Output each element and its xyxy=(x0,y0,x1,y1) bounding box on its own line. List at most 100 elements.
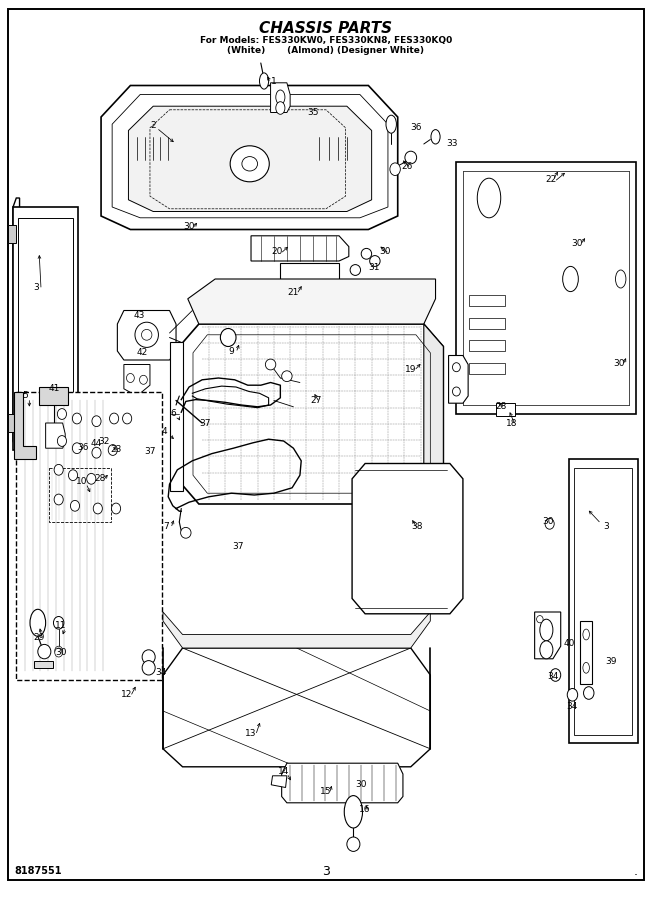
Ellipse shape xyxy=(181,527,191,538)
Ellipse shape xyxy=(93,503,102,514)
Ellipse shape xyxy=(344,796,363,828)
Bar xyxy=(469,295,505,306)
Ellipse shape xyxy=(259,73,269,89)
Polygon shape xyxy=(16,392,162,680)
Text: 30: 30 xyxy=(542,518,554,526)
Polygon shape xyxy=(14,392,36,459)
Ellipse shape xyxy=(282,371,292,382)
Ellipse shape xyxy=(350,265,361,275)
Text: 3: 3 xyxy=(322,865,330,878)
Text: 34: 34 xyxy=(155,668,167,677)
Ellipse shape xyxy=(108,445,117,455)
Text: CHASSIS PARTS: CHASSIS PARTS xyxy=(259,22,393,36)
Ellipse shape xyxy=(583,662,589,673)
Text: 14: 14 xyxy=(278,767,289,776)
Ellipse shape xyxy=(431,130,440,144)
Text: 21: 21 xyxy=(288,288,299,297)
Text: 32: 32 xyxy=(98,436,110,446)
Ellipse shape xyxy=(140,375,147,384)
Polygon shape xyxy=(535,612,561,659)
Text: 11: 11 xyxy=(55,621,67,630)
Polygon shape xyxy=(271,776,287,788)
Polygon shape xyxy=(569,459,638,742)
Ellipse shape xyxy=(540,641,553,659)
Ellipse shape xyxy=(452,387,460,396)
Ellipse shape xyxy=(92,447,101,458)
Polygon shape xyxy=(39,387,68,405)
Ellipse shape xyxy=(57,436,67,446)
Text: 5: 5 xyxy=(22,392,27,400)
Ellipse shape xyxy=(68,470,78,481)
Text: 9: 9 xyxy=(229,346,234,356)
Ellipse shape xyxy=(54,494,63,505)
Text: 34: 34 xyxy=(547,672,559,681)
Ellipse shape xyxy=(126,374,134,382)
Text: 30: 30 xyxy=(614,359,625,368)
Polygon shape xyxy=(8,225,16,243)
Polygon shape xyxy=(46,423,65,448)
Ellipse shape xyxy=(361,248,372,259)
Bar xyxy=(469,318,505,328)
Ellipse shape xyxy=(30,609,46,636)
Ellipse shape xyxy=(38,644,51,659)
Ellipse shape xyxy=(583,629,589,640)
Text: 34: 34 xyxy=(567,702,578,711)
Ellipse shape xyxy=(123,413,132,424)
Ellipse shape xyxy=(142,650,155,664)
Text: 36: 36 xyxy=(78,443,89,452)
Ellipse shape xyxy=(55,646,63,655)
Ellipse shape xyxy=(53,616,64,629)
Ellipse shape xyxy=(615,270,626,288)
Text: 3: 3 xyxy=(33,284,38,292)
Text: 22: 22 xyxy=(545,176,557,184)
Polygon shape xyxy=(251,236,349,261)
Polygon shape xyxy=(179,324,443,504)
Text: 19: 19 xyxy=(405,364,417,373)
Polygon shape xyxy=(456,162,636,414)
Ellipse shape xyxy=(390,163,400,176)
Polygon shape xyxy=(117,310,176,360)
Polygon shape xyxy=(163,648,430,767)
Text: 27: 27 xyxy=(310,396,322,405)
Ellipse shape xyxy=(72,443,82,454)
Polygon shape xyxy=(13,207,78,450)
Text: 30: 30 xyxy=(355,780,366,789)
Ellipse shape xyxy=(405,151,417,164)
Ellipse shape xyxy=(135,322,158,347)
Text: 30: 30 xyxy=(379,248,391,256)
Ellipse shape xyxy=(584,687,594,699)
Bar xyxy=(469,340,505,351)
Ellipse shape xyxy=(141,329,152,340)
Text: 29: 29 xyxy=(33,633,45,642)
Text: 28: 28 xyxy=(94,474,106,483)
Polygon shape xyxy=(580,621,592,684)
Text: 44: 44 xyxy=(91,439,102,448)
Text: 7: 7 xyxy=(164,522,169,531)
Polygon shape xyxy=(282,763,403,803)
Polygon shape xyxy=(34,661,53,668)
Text: 4: 4 xyxy=(162,428,167,436)
Text: 1: 1 xyxy=(271,76,276,86)
Ellipse shape xyxy=(242,157,258,171)
Polygon shape xyxy=(271,83,290,112)
Ellipse shape xyxy=(545,518,554,529)
Ellipse shape xyxy=(386,115,396,133)
Ellipse shape xyxy=(220,328,236,346)
Polygon shape xyxy=(449,356,468,403)
Bar xyxy=(469,363,505,374)
Text: 35: 35 xyxy=(307,108,319,117)
Polygon shape xyxy=(124,364,150,396)
Ellipse shape xyxy=(142,661,155,675)
Text: .: . xyxy=(634,865,638,878)
Ellipse shape xyxy=(537,616,543,623)
Text: 30: 30 xyxy=(183,222,195,231)
Text: 36: 36 xyxy=(410,123,422,132)
Ellipse shape xyxy=(265,359,276,370)
Ellipse shape xyxy=(347,837,360,851)
Polygon shape xyxy=(280,263,339,297)
Ellipse shape xyxy=(70,500,80,511)
Text: 37: 37 xyxy=(144,447,156,456)
Ellipse shape xyxy=(540,619,553,641)
Ellipse shape xyxy=(72,413,82,424)
Text: 20: 20 xyxy=(271,248,283,256)
